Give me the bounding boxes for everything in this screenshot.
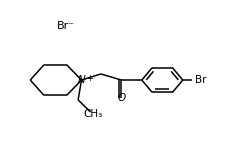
- Text: O: O: [117, 93, 125, 103]
- Text: N: N: [78, 75, 85, 85]
- Text: CH₃: CH₃: [83, 109, 103, 119]
- Text: Br: Br: [195, 75, 207, 85]
- Text: +: +: [86, 74, 93, 83]
- Text: Br⁻: Br⁻: [57, 21, 75, 31]
